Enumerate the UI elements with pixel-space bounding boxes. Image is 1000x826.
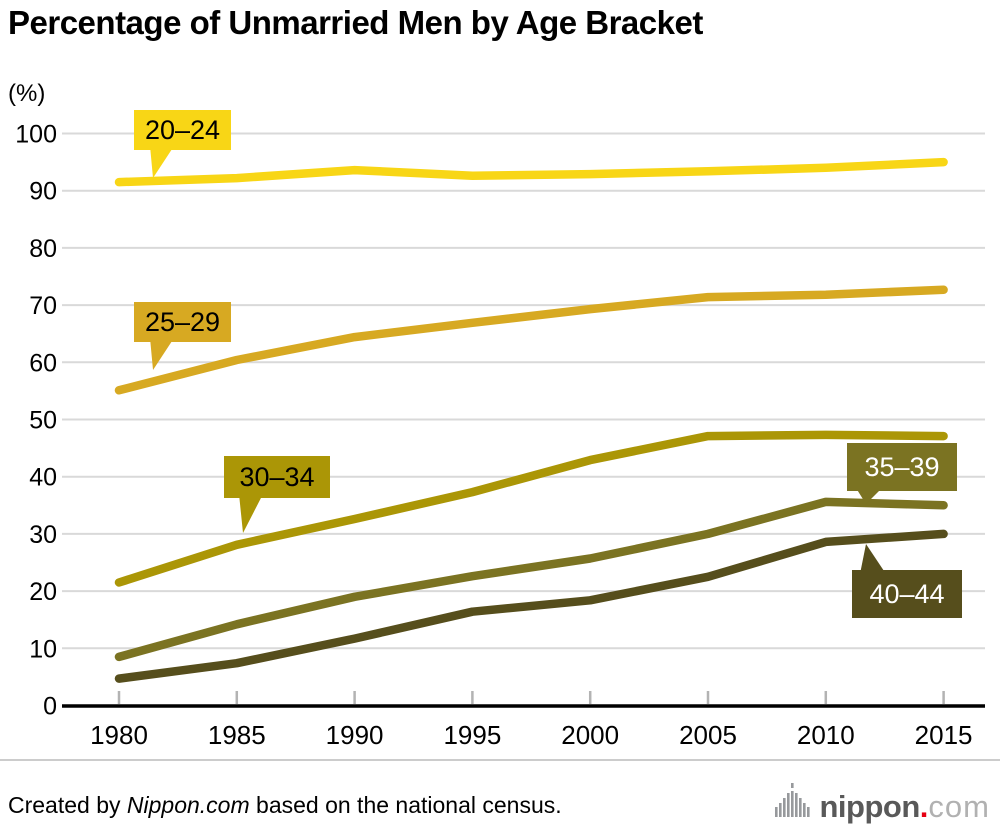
audio-wave-icon [774,783,810,817]
x-tick-label-2005: 2005 [679,720,737,750]
series-line-20–24 [114,157,948,187]
callout-label-20–24: 20–24 [145,115,220,145]
logo-word: nippon [819,789,921,824]
series-line-30–34 [114,430,948,587]
y-axis-unit-label: (%) [8,80,46,107]
callout-40–44: 40–44 [852,544,962,618]
callout-label-40–44: 40–44 [869,579,944,609]
x-tick-label-1990: 1990 [326,720,384,750]
y-axis-labels: 0 10 20 30 40 50 60 70 80 90 100 [15,121,57,721]
y-tick-label-70: 70 [29,292,57,320]
y-tick-label-50: 50 [29,407,57,435]
callout-35–39: 35–39 [847,443,957,504]
footer-divider [0,759,1000,761]
x-tick-label-2010: 2010 [797,720,855,750]
callout-label-35–39: 35–39 [864,452,939,482]
x-tick-label-1980: 1980 [90,720,148,750]
callout-label-30–34: 30–34 [239,462,314,492]
y-tick-label-60: 60 [29,349,57,377]
y-tick-label-10: 10 [29,635,57,663]
callout-box-30–34 [224,456,330,498]
chart-title: Percentage of Unmarried Men by Age Brack… [8,4,703,41]
callout-tail-35–39 [856,488,882,504]
y-tick-label-40: 40 [29,464,57,492]
callout-20–24: 20–24 [134,110,231,178]
series-line-35–39 [114,497,948,662]
y-tick-label-80: 80 [29,235,57,263]
callout-30–34: 30–34 [224,456,330,533]
x-tick-label-2015: 2015 [915,720,973,750]
line-chart-canvas: 0 10 20 30 40 50 60 70 80 90 100 1980 1985 1990 1995 20… [15,110,985,750]
y-tick-label-0: 0 [43,693,57,721]
x-axis-labels: 1980 1985 1990 1995 2000 2005 2010 2015 [90,720,972,750]
callout-tail-30–34 [239,494,263,533]
callout-box-40–44 [852,570,962,618]
callout-25–29: 25–29 [134,302,231,370]
credit-prefix: Created by [8,792,127,818]
series-line-40–44 [114,529,948,683]
callout-box-25–29 [134,302,231,342]
callout-tail-40–44 [860,544,886,574]
y-tick-label-90: 90 [29,178,57,206]
credit-source: Nippon.com [126,792,250,818]
y-tick-label-100: 100 [15,121,57,149]
x-tick-label-2000: 2000 [561,720,619,750]
logo-dot: . [919,789,929,824]
x-tick-label-1995: 1995 [443,720,501,750]
logo-tld: com [928,789,990,824]
series-line-25–29 [114,285,948,395]
credit-text: Created by Nippon.com based on the natio… [8,792,562,819]
y-tick-label-30: 30 [29,521,57,549]
callout-label-25–29: 25–29 [145,307,220,337]
callout-box-20–24 [134,110,231,150]
callout-box-35–39 [847,443,957,491]
callout-tail-20–24 [150,146,174,178]
nippon-logo: nippon. com [774,780,991,824]
credit-suffix: based on the national census. [249,792,562,818]
callout-tail-25–29 [150,338,174,370]
x-tick-label-1985: 1985 [208,720,266,750]
x-axis-ticks [117,691,945,704]
y-tick-label-20: 20 [29,578,57,606]
